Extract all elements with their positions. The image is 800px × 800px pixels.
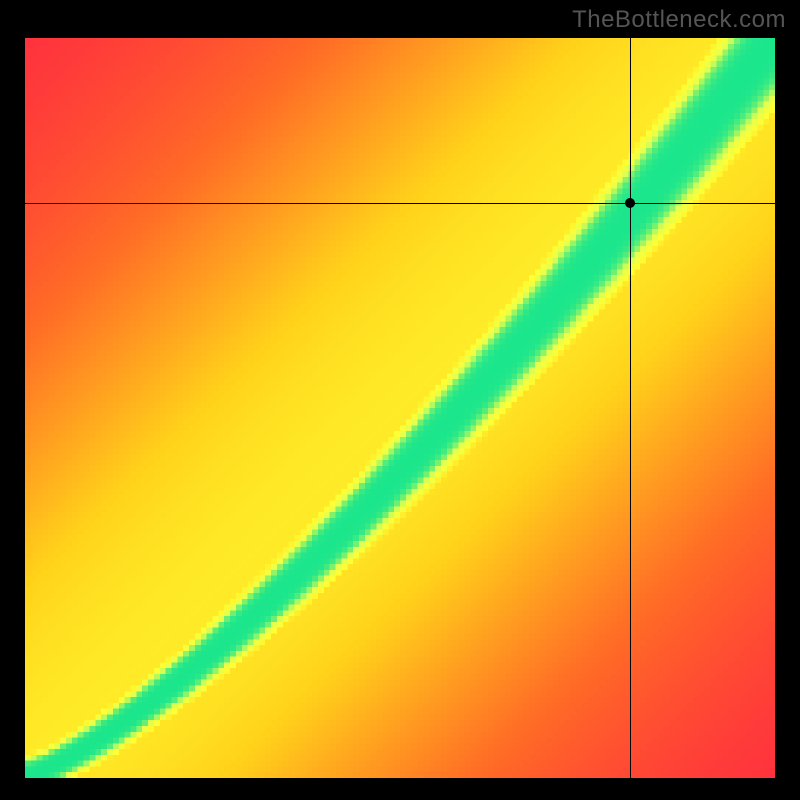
watermark-text: TheBottleneck.com (572, 6, 786, 34)
heatmap (25, 38, 775, 778)
chart-container: TheBottleneck.com (0, 0, 800, 800)
plot-area (25, 38, 775, 778)
marker-dot (625, 198, 635, 208)
crosshair-vertical (630, 38, 631, 778)
crosshair-horizontal (25, 203, 775, 204)
